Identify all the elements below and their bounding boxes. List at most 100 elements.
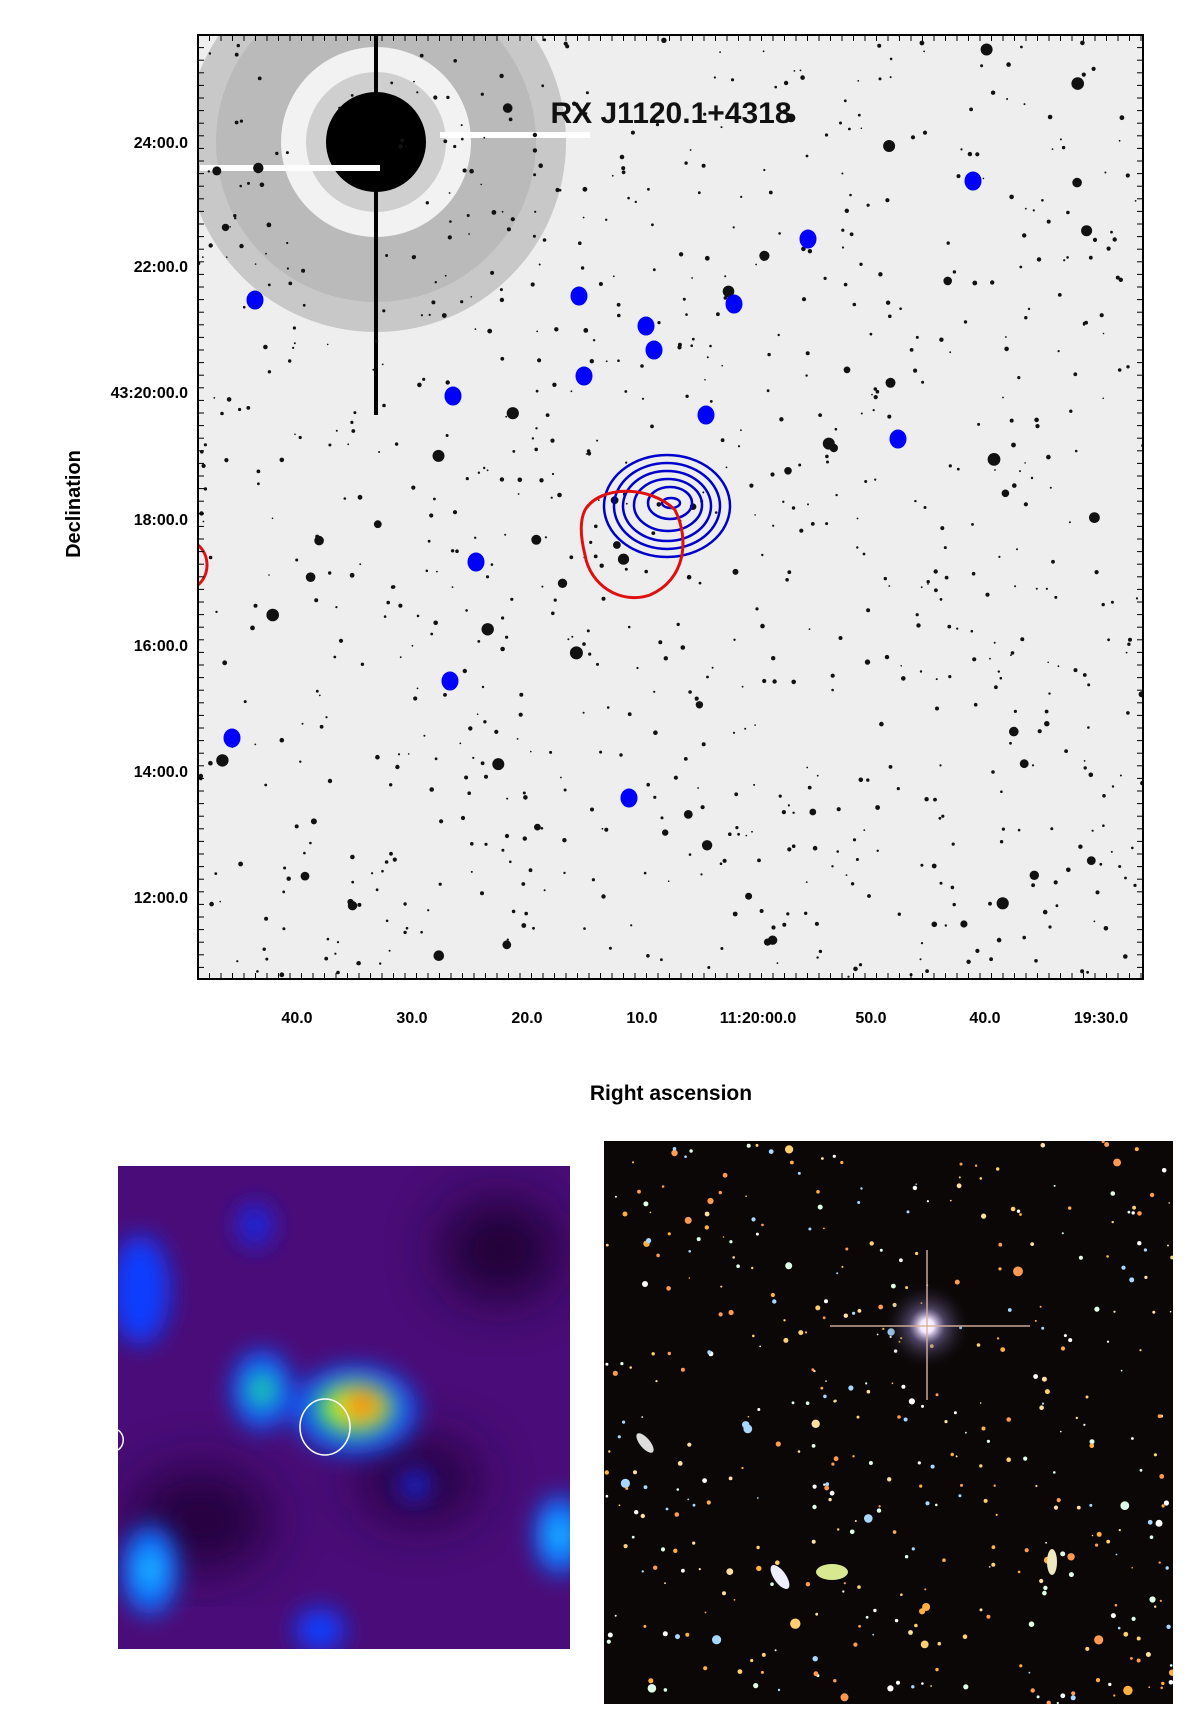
star: [634, 200, 637, 204]
star: [1022, 935, 1026, 940]
star: [651, 531, 656, 535]
star: [350, 420, 354, 424]
star: [908, 1398, 916, 1405]
star: [944, 1420, 948, 1424]
star: [1057, 665, 1060, 668]
star: [1085, 1646, 1090, 1651]
star: [762, 50, 765, 53]
star: [801, 246, 806, 252]
star: [528, 868, 533, 873]
star: [840, 1693, 849, 1702]
star: [919, 1484, 923, 1488]
star: [894, 1618, 899, 1623]
star: [847, 975, 850, 978]
star: [557, 492, 562, 498]
star: [999, 840, 1004, 844]
star: [1093, 920, 1096, 923]
star: [500, 646, 505, 652]
star: [1129, 1277, 1135, 1283]
star: [423, 734, 426, 737]
star: [1064, 749, 1068, 753]
star: [506, 797, 509, 800]
star: [1115, 1553, 1118, 1556]
star: [633, 1470, 637, 1475]
star: [651, 223, 654, 227]
star: [417, 382, 422, 388]
star: [920, 942, 924, 945]
star: [294, 824, 299, 829]
star: [403, 930, 407, 935]
star: [1163, 1500, 1169, 1506]
star: [857, 80, 860, 82]
star: [523, 795, 528, 800]
star: [971, 523, 974, 526]
star: [1082, 321, 1086, 325]
star: [1081, 225, 1093, 237]
star: [1127, 1210, 1131, 1214]
star: [770, 472, 775, 477]
star: [1013, 1266, 1023, 1277]
star: [684, 161, 688, 165]
star: [1094, 1306, 1100, 1312]
star: [937, 1641, 942, 1646]
star: [823, 1227, 825, 1230]
star: [391, 585, 396, 589]
star: [1053, 880, 1058, 885]
star: [505, 635, 509, 639]
star: [420, 930, 423, 934]
star: [766, 389, 770, 393]
star: [350, 94, 354, 97]
star: [826, 460, 829, 464]
star: [267, 370, 272, 374]
star: [572, 101, 577, 106]
star: [703, 1666, 708, 1671]
star: [385, 919, 389, 923]
star: [1094, 1635, 1104, 1645]
star: [604, 1470, 609, 1475]
star: [537, 358, 542, 363]
star: [1110, 1613, 1116, 1619]
star: [222, 660, 228, 666]
star: [286, 267, 289, 270]
star: [530, 750, 532, 753]
star: [459, 742, 462, 745]
source-contour: [889, 429, 907, 449]
star: [655, 123, 660, 127]
star: [430, 632, 434, 636]
star: [1046, 219, 1051, 224]
star: [920, 1640, 929, 1649]
star: [470, 870, 473, 873]
star: [920, 586, 923, 589]
star: [818, 949, 823, 954]
star: [389, 783, 393, 787]
star: [616, 302, 621, 307]
star: [1042, 909, 1048, 915]
star: [760, 623, 765, 629]
star: [1023, 502, 1028, 507]
star: [1044, 1389, 1050, 1395]
star: [1168, 1680, 1173, 1685]
star: [1016, 1209, 1021, 1213]
star: [356, 962, 359, 965]
star: [825, 522, 829, 526]
star: [736, 1264, 740, 1268]
star: [700, 805, 705, 810]
star: [866, 1389, 871, 1394]
star: [214, 872, 218, 875]
star: [532, 132, 538, 138]
star: [586, 629, 590, 633]
star: [1153, 1453, 1157, 1457]
star: [953, 1411, 957, 1415]
star: [878, 1304, 884, 1310]
star: [719, 51, 721, 53]
star: [728, 832, 732, 836]
star: [441, 313, 447, 318]
star: [605, 1494, 609, 1498]
star: [379, 962, 382, 965]
star: [1053, 1184, 1056, 1187]
star: [542, 238, 547, 242]
star: [1086, 856, 1096, 865]
star: [993, 1484, 996, 1487]
star: [691, 337, 695, 341]
star: [474, 536, 477, 539]
